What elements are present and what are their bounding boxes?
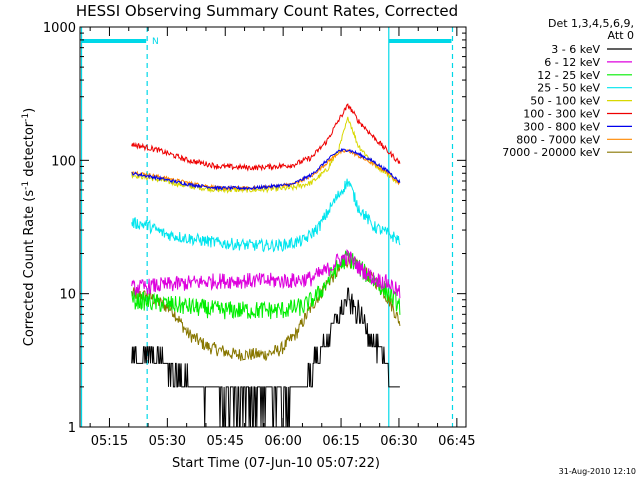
legend-label: 100 - 300 keV [523, 108, 600, 121]
y-axis-label: Corrected Count Rate (s-1 detector-1) [21, 108, 37, 346]
series-layer [131, 103, 401, 428]
series-line [131, 147, 401, 192]
y-tick-label: 100 [51, 154, 76, 169]
y-label-sup-2: -1 [21, 113, 31, 122]
x-tick-label: 06:45 [438, 434, 475, 449]
y-label-sup-1: -1 [21, 181, 31, 190]
x-tick-label: 05:45 [207, 434, 244, 449]
y-label-main: Corrected Count Rate (s [22, 190, 37, 347]
y-tick-label: 1000 [43, 21, 76, 36]
x-tick-label: 06:00 [264, 434, 301, 449]
x-tick-label: 05:15 [91, 434, 128, 449]
legend-label: 300 - 800 keV [523, 120, 600, 133]
x-tick-label: 06:30 [380, 434, 417, 449]
legend-label: 50 - 100 keV [530, 95, 600, 108]
plot-frame [79, 26, 467, 428]
legend-header: Det 1,3,4,5,6,9, Att 0 [548, 17, 634, 42]
series-line [131, 287, 400, 428]
legend-label: 800 - 7000 keV [516, 133, 600, 146]
y-tick-label: 1 [68, 421, 76, 436]
y-tick-label: 10 [59, 288, 76, 303]
legend-header-line-1: Det 1,3,4,5,6,9, [548, 17, 634, 30]
series-line [131, 178, 401, 253]
chart-title: HESSI Observing Summary Count Rates, Cor… [76, 2, 458, 20]
x-axis-label: Start Time (07-Jun-10 05:07:22) [172, 456, 380, 471]
date-stamp: 31-Aug-2010 12:10 [559, 467, 636, 476]
ticks-layer: 05:15 05:30 05:45 06:00 06:15 06:30 06:45 1 10 10… [43, 21, 476, 449]
y-label-end: ) [22, 108, 37, 113]
y-label-mid: detector [22, 121, 37, 181]
legend-label: 6 - 12 keV [544, 56, 600, 69]
night-marker: N [152, 37, 159, 47]
legend-label: 12 - 25 keV [537, 69, 600, 82]
series-line [131, 248, 401, 299]
legend-label: 25 - 50 keV [537, 82, 600, 95]
series-line [131, 103, 401, 172]
legend-header-line-2: Att 0 [608, 29, 634, 42]
legend-label: 3 - 6 keV [551, 43, 600, 56]
legend-label: 7000 - 20000 keV [502, 146, 600, 159]
x-tick-label: 05:30 [149, 434, 186, 449]
x-tick-label: 06:15 [322, 434, 359, 449]
eclipse-layer [80, 27, 454, 427]
